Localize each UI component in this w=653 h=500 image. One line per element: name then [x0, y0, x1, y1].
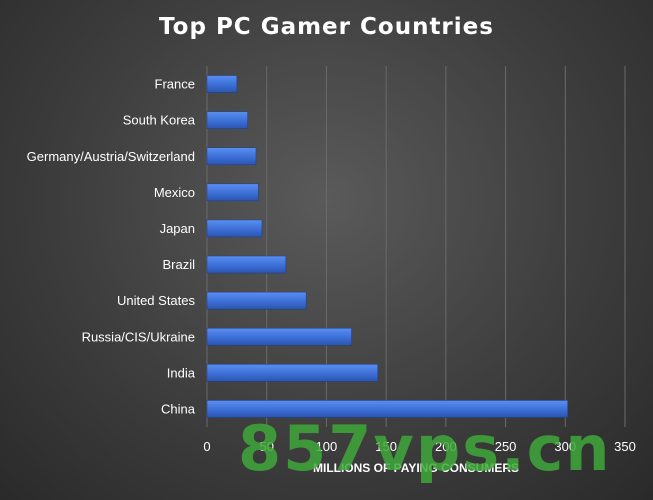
bar	[206, 147, 257, 165]
bar	[206, 183, 259, 202]
x-tick-label: 350	[614, 439, 636, 454]
y-category-label: Brazil	[162, 257, 195, 272]
bar	[206, 364, 379, 382]
x-tick-label: 50	[259, 439, 273, 454]
x-tick-label: 300	[554, 439, 576, 454]
x-tick-label: 0	[203, 439, 210, 454]
bar	[206, 75, 238, 93]
watermark: 857vps.cn	[238, 412, 612, 485]
bar	[206, 291, 307, 310]
y-category-label: South Korea	[123, 113, 196, 128]
bar	[206, 328, 352, 346]
bar	[206, 255, 287, 274]
y-category-label: Mexico	[154, 185, 195, 200]
x-tick-label: 100	[316, 439, 338, 454]
x-axis-label: MILLIONS OF PAYING CONSUMERS	[312, 461, 519, 475]
x-tick-label: 250	[495, 439, 517, 454]
y-category-label: Germany/Austria/Switzerland	[27, 149, 195, 164]
x-tick-label: 150	[375, 439, 397, 454]
y-category-label: United States	[117, 293, 196, 308]
y-category-label: France	[155, 77, 195, 92]
bar	[206, 111, 248, 129]
y-category-label: Russia/CIS/Ukraine	[82, 329, 195, 344]
chart-title: Top PC Gamer Countries	[159, 14, 494, 40]
bar	[206, 219, 263, 238]
y-category-label: India	[167, 365, 196, 380]
x-tick-label: 200	[435, 439, 457, 454]
y-category-label: Japan	[160, 221, 195, 236]
y-category-label: China	[161, 401, 196, 416]
bar	[206, 400, 568, 418]
